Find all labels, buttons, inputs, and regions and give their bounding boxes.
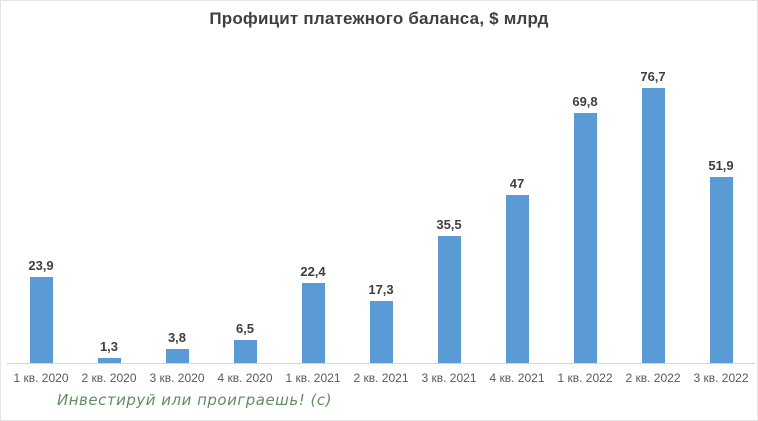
bar-column: 1,3: [75, 41, 143, 363]
bar: [301, 283, 325, 363]
bar: [709, 177, 733, 363]
x-axis: 1 кв. 2020 2 кв. 2020 3 кв. 2020 4 кв. 2020…: [7, 371, 755, 385]
bar-column: 69,8: [551, 41, 619, 363]
plot-area: 23,9 1,3 3,8 6,5 22,4 17,3 35,5 47 69,8 76,7 51,9: [7, 41, 755, 364]
bar-value-label: 22,4: [300, 264, 326, 279]
bar: [369, 301, 393, 363]
bar-value-label: 76,7: [640, 69, 666, 84]
bar-value-label: 23,9: [28, 258, 54, 273]
bar-column: 17,3: [347, 41, 415, 363]
bar-column: 47: [483, 41, 551, 363]
bar-value-label: 6,5: [235, 321, 255, 336]
chart-title: Профицит платежного баланса, $ млрд: [209, 9, 549, 28]
x-axis-label: 3 кв. 2021: [421, 371, 477, 385]
x-axis-label: 2 кв. 2020: [81, 371, 137, 385]
x-axis-label: 4 кв. 2020: [217, 371, 273, 385]
x-axis-label: 1 кв. 2021: [285, 371, 341, 385]
bar: [641, 88, 665, 363]
bar-value-label: 35,5: [436, 217, 462, 232]
bar: [165, 349, 189, 363]
bar: [437, 236, 461, 363]
bar-value-label: 17,3: [368, 282, 394, 297]
bar-value-label: 3,8: [167, 330, 187, 345]
bar: [29, 277, 53, 363]
bar-column: 23,9: [7, 41, 75, 363]
bar-value-label: 69,8: [572, 94, 598, 109]
bar-column: 35,5: [415, 41, 483, 363]
bar: [233, 340, 257, 363]
watermark-text: Инвестируй или проиграешь! (с): [57, 391, 332, 409]
bar-value-label: 47: [509, 176, 525, 191]
x-axis-label: 3 кв. 2020: [149, 371, 205, 385]
bar-column: 76,7: [619, 41, 687, 363]
bar-column: 22,4: [279, 41, 347, 363]
bar-column: 3,8: [143, 41, 211, 363]
bar: [505, 195, 529, 363]
bar-value-label: 51,9: [708, 158, 734, 173]
x-axis-label: 2 кв. 2021: [353, 371, 409, 385]
bar: [573, 113, 597, 363]
bar-column: 6,5: [211, 41, 279, 363]
bar-column: 51,9: [687, 41, 755, 363]
x-axis-label: 1 кв. 2020: [13, 371, 69, 385]
x-axis-label: 1 кв. 2022: [557, 371, 613, 385]
bar: [97, 358, 121, 363]
x-axis-label: 4 кв. 2021: [489, 371, 545, 385]
x-axis-label: 2 кв. 2022: [625, 371, 681, 385]
x-axis-label: 3 кв. 2022: [693, 371, 749, 385]
bar-value-label: 1,3: [99, 339, 119, 354]
